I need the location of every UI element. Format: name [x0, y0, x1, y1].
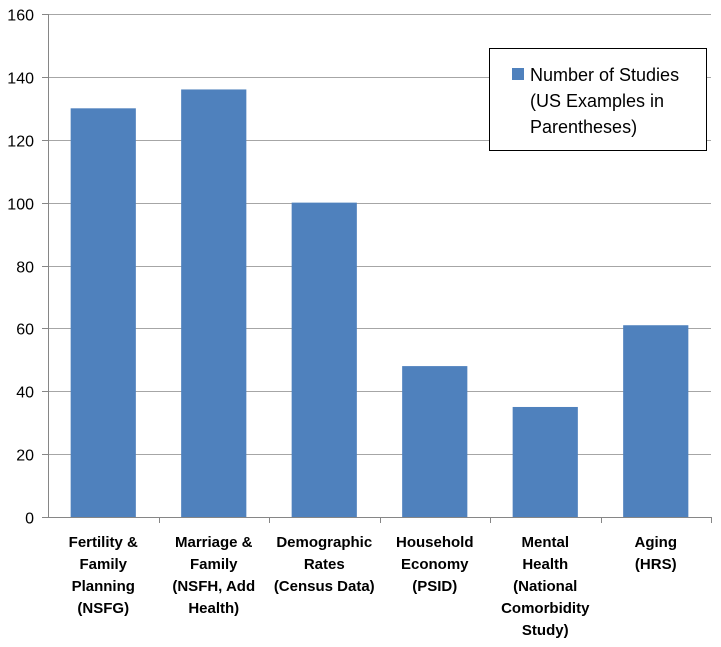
x-category-labels: Fertility & Family Planning (NSFG) Marriage …: [69, 534, 677, 639]
y-tick-label: 0: [25, 511, 34, 528]
bar: [512, 406, 578, 517]
y-tick-label: 40: [16, 385, 34, 402]
x-category-label: Aging (HRS): [635, 534, 678, 573]
legend-label: Number of Studies (US Examples in Parenthe…: [530, 65, 679, 137]
bar: [70, 108, 136, 517]
x-category-label: Demographic Rates (Census Data): [274, 534, 375, 595]
bar: [402, 366, 468, 517]
legend: Number of Studies (US Examples in Parenthe…: [489, 48, 707, 151]
bar: [291, 202, 357, 517]
y-tick-label: 160: [7, 8, 34, 25]
y-tick-label: 60: [16, 322, 34, 339]
y-tick-label: 140: [7, 71, 34, 88]
x-category-label: Mental Health (National Comorbidity Study): [501, 534, 590, 639]
legend-box: [489, 48, 707, 151]
y-tick-label: 80: [16, 260, 34, 277]
y-tick-labels: 0 20 40 60 80 100 120 140 160: [7, 8, 34, 528]
bars: [70, 89, 689, 517]
bar: [623, 325, 689, 517]
legend-swatch: [512, 68, 524, 80]
bar: [181, 89, 247, 517]
x-category-label: Fertility & Family Planning (NSFG): [69, 534, 138, 617]
y-tick-label: 120: [7, 134, 34, 151]
y-tick-label: 100: [7, 197, 34, 214]
axes: [42, 14, 712, 523]
gridlines: [48, 14, 711, 455]
x-category-label: Marriage & Family (NSFH, Add Health): [172, 534, 255, 617]
y-tick-label: 20: [16, 448, 34, 465]
x-category-label: Household Economy (PSID): [396, 534, 474, 595]
